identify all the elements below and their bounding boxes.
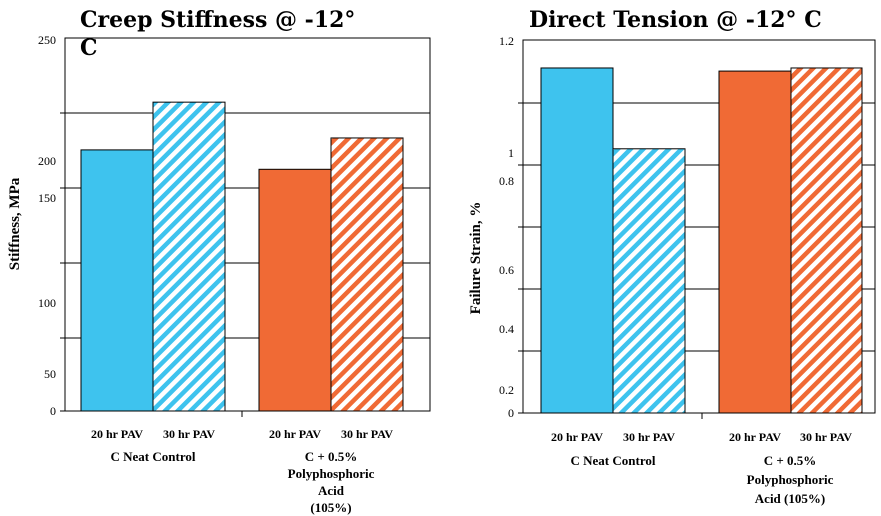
category-label: 20 hr PAV [729,430,781,444]
category-label: 30 hr PAV [623,430,675,444]
category-label: 30 hr PAV [341,427,393,441]
creep-stiffness-chart: Creep Stiffness @ -12° C 0 50 100 150 200 250… [7,7,431,515]
solid-bar-orange [258,168,332,412]
y-tick-label: 1.2 [499,34,514,48]
group-label-line: C Neat Control [571,453,656,468]
category-label: 20 hr PAV [269,427,321,441]
category-label: 20 hr PAV [91,427,143,441]
group-label-line: Acid [318,483,345,498]
group-label-line: Polyphosphoric [288,466,375,481]
category-label: 30 hr PAV [800,430,852,444]
y-tick-label: 0 [508,406,514,420]
direct-tension-chart: Direct Tension @ -12° C 0 0.2 0.4 0.6 0.8 1 1.… [468,7,876,506]
chart-title-line-2: C [80,35,98,61]
chart-title-line-1: Direct Tension @ -12° C [529,7,822,33]
y-tick-label: 0.8 [499,174,514,188]
group-label-line: C + 0.5% [764,453,817,468]
category-label: 20 hr PAV [551,430,603,444]
chart-title-line-1: Creep Stiffness @ -12° [80,7,355,33]
y-tick-label: 250 [38,33,56,47]
category-label: 30 hr PAV [163,427,215,441]
solid-bar-blue [80,149,154,412]
y-tick-labels: 0 0.2 0.4 0.6 0.8 1 1.2 [499,34,703,420]
hatched-bar-orange [790,67,863,414]
hatched-bar-blue [612,148,686,414]
y-tick-label: 0.2 [499,383,514,397]
y-axis-label: Stiffness, MPa [7,177,23,270]
hatched-bar-orange [330,137,404,412]
group-labels: C Neat Control C + 0.5% Polyphosphoric Acid… [111,449,375,515]
group-label-line: Acid (105%) [755,491,825,506]
y-axis-label: Failure Strain, % [468,202,484,315]
y-tick-label: 0.4 [499,322,514,336]
y-tick-label: 200 [38,154,56,168]
group-labels: C Neat Control C + 0.5% Polyphosphoric Acid… [571,453,834,506]
bars [540,67,863,414]
hatched-bar-blue [152,101,226,412]
y-tick-label: 0 [50,404,56,418]
group-label-line: C Neat Control [111,449,196,464]
category-labels: 20 hr PAV 30 hr PAV 20 hr PAV 30 hr PAV [551,430,852,444]
solid-bar-orange [718,70,792,414]
plot-area-frame [64,37,431,412]
bars [80,101,404,412]
category-labels: 20 hr PAV 30 hr PAV 20 hr PAV 30 hr PAV [91,427,393,441]
group-label-line: Polyphosphoric [747,472,834,487]
y-tick-label: 1 [508,146,514,160]
group-label-line: (105%) [310,500,351,515]
y-tick-label: 0.6 [499,263,514,277]
solid-bar-blue [540,67,614,414]
y-tick-label: 150 [38,191,56,205]
y-tick-label: 50 [44,367,56,381]
y-tick-label: 100 [38,296,56,310]
group-label-line: C + 0.5% [305,449,358,464]
y-tick-labels: 0 50 100 150 200 250 [38,33,243,418]
